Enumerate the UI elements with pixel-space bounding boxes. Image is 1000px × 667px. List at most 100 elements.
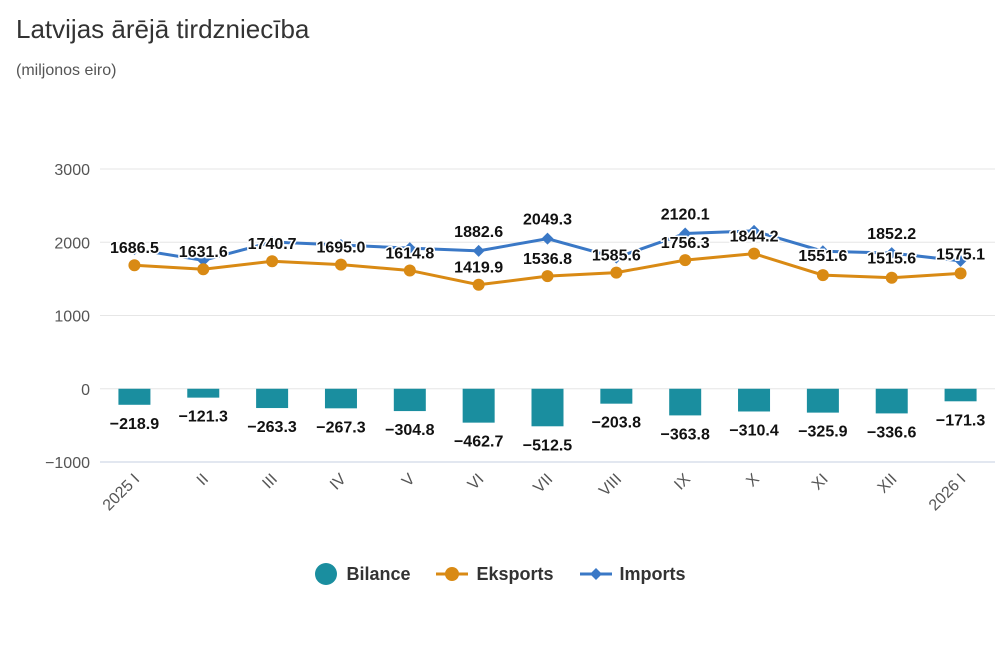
x-tick-label: 2025 I [100,471,143,514]
point-eksports [679,254,692,267]
data-label-bilance: −304.8 [385,422,434,439]
legend-item-bilance[interactable]: Bilance [314,562,410,586]
chart-subtitle: (miljonos eiro) [16,62,117,79]
data-label-eksports: 1536.8 [523,251,572,268]
data-label-eksports: 1575.1 [936,246,985,263]
data-label-eksports: 1695.0 [316,240,365,257]
bilance-bars [118,388,977,427]
point-imports [610,251,623,264]
point-eksports [748,247,761,260]
data-label-bilance: −218.9 [110,416,159,433]
bar-bilance [944,388,977,402]
bar-bilance [324,388,357,409]
point-imports [266,235,279,248]
data-label-eksports: 1515.6 [867,251,916,268]
y-tick-label: 0 [81,382,90,399]
bar-bilance [806,388,839,413]
x-tick-label: X [743,471,763,491]
data-label-imports: 1852.2 [867,226,916,243]
point-imports [954,254,967,267]
data-label-eksports: 1419.9 [454,260,503,277]
bar-bilance [600,388,633,404]
x-tick-label: VII [530,471,556,497]
point-imports [816,245,829,258]
legend-eksports-marker-icon [436,567,469,581]
data-label-eksports: 1686.5 [110,240,159,257]
data-label-eksports: 1756.3 [661,235,710,252]
data-label-bilance: −310.4 [729,422,778,439]
y-tick-label: 1000 [54,309,90,326]
data-label-bilance: −263.3 [247,419,296,436]
legend-bilance-label: Bilance [346,563,411,584]
x-tick-label: XI [809,471,832,494]
data-label-bilance: −267.3 [316,419,365,436]
x-tick-label: III [259,471,280,492]
point-imports [885,247,898,260]
data-label-bilance: −203.8 [592,415,641,432]
bar-bilance [669,388,702,416]
bar-bilance [875,388,908,414]
data-label-eksports: 1585.6 [592,248,641,265]
bar-bilance [462,388,495,423]
x-axis-ticks: 2025 I II III IV V VI VII VIII IX X XI XII 2026 I [100,471,970,515]
point-imports [403,242,416,255]
point-imports [679,227,692,240]
bar-bilance [118,388,151,405]
y-axis-ticks: 3000 2000 1000 0 −1000 [45,162,90,472]
y-tick-label: −1000 [45,455,90,472]
point-imports [128,243,141,256]
data-label-eksports: 1614.8 [385,245,434,262]
point-eksports [885,271,898,284]
x-tick-label: VIII [596,471,625,500]
bar-bilance [738,388,771,412]
data-label-eksports: 1844.2 [730,229,779,246]
data-label-imports: 1882.6 [454,224,503,241]
series-lines [128,224,967,291]
chart-title: Latvijas ārējā tirdzniecība [16,14,310,44]
data-label-eksports: 1740.7 [248,236,297,253]
legend-eksports-label: Eksports [476,563,554,584]
data-label-bilance: −171.3 [936,412,985,429]
point-eksports [541,270,554,283]
x-tick-label: V [399,471,419,491]
data-label-imports: 2049.3 [523,212,572,229]
data-label-eksports: 1551.6 [798,248,847,265]
point-eksports [610,266,623,279]
point-eksports [816,269,829,282]
legend-item-imports[interactable]: Imports [579,562,686,586]
point-eksports [403,264,416,277]
legend-item-eksports[interactable]: Eksports [436,562,554,586]
y-tick-label: 2000 [54,235,90,252]
point-imports [197,254,210,267]
point-imports [541,232,554,245]
x-tick-label: VI [465,471,488,494]
x-tick-label: IX [671,471,694,494]
data-label-bilance: −512.5 [523,437,572,454]
data-label-bilance: −336.6 [867,424,916,441]
legend: Bilance Eksports Imports [0,562,1000,586]
point-eksports [128,259,141,272]
bar-bilance [187,388,220,398]
legend-bilance-marker-icon [315,563,338,585]
point-eksports [334,258,347,271]
point-imports [472,244,485,257]
point-imports [748,224,761,237]
x-tick-label: XII [875,471,901,497]
y-tick-label: 3000 [54,162,90,179]
point-imports [334,239,347,252]
x-tick-label: 2026 I [926,471,969,514]
data-label-eksports: 1631.6 [179,244,228,261]
data-label-imports: 2120.1 [661,206,710,223]
point-eksports [954,267,967,280]
point-eksports [266,255,279,268]
legend-imports-marker-icon [579,568,612,580]
bar-bilance [393,388,426,412]
bar-bilance [531,388,564,427]
data-label-bilance: −462.7 [454,434,503,451]
data-label-bilance: −363.8 [660,426,709,443]
data-label-bilance: −325.9 [798,424,847,441]
x-tick-label: IV [327,471,350,494]
point-eksports [472,278,485,291]
